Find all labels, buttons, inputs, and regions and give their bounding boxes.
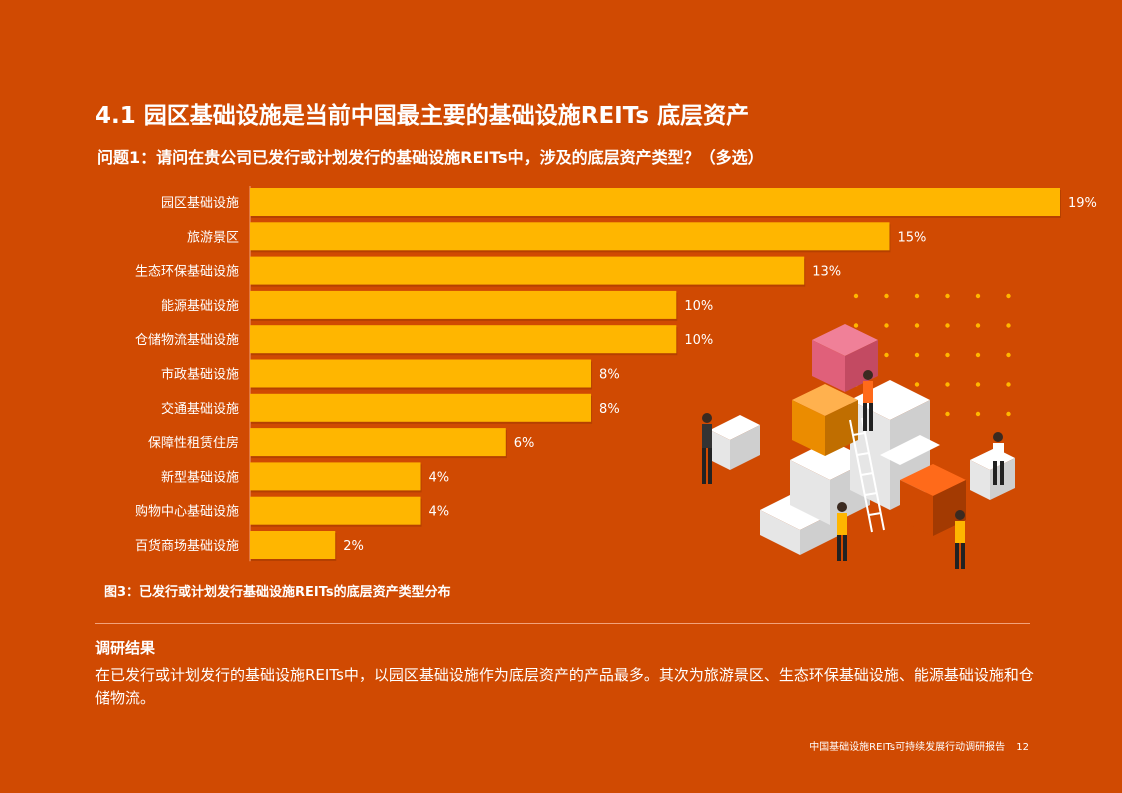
decor-dot (975, 382, 981, 387)
bar (250, 325, 677, 354)
value-label: 8% (599, 368, 620, 383)
bar (250, 428, 506, 457)
white-blocks (710, 380, 1015, 555)
bar (250, 222, 890, 251)
category-label: 保障性租赁住房 (148, 435, 239, 451)
decor-dot (884, 293, 889, 299)
footer-report-title: 中国基础设施REITs可持续发展行动调研报告 (809, 742, 1006, 753)
decor-dot (945, 411, 950, 417)
category-label: 能源基础设施 (161, 299, 239, 314)
category-label: 百货商场基础设施 (135, 538, 239, 554)
decor-dot (945, 382, 950, 387)
value-label: 2% (343, 539, 364, 554)
bar-chart: 园区基础设施 19% 旅游景区 15% 生态环保基础设施 13% 能源基础设施 10% 仓储物流… (135, 186, 1097, 562)
value-label: 19% (1068, 196, 1097, 211)
value-label: 6% (514, 436, 535, 451)
page-footer: 中国基础设施REITs可持续发展行动调研报告 12 (809, 738, 1029, 753)
decor-dot (914, 382, 920, 387)
bar (250, 496, 421, 525)
value-label: 10% (684, 333, 713, 348)
bar (250, 393, 592, 422)
survey-question: 问题1：请问在贵公司已发行或计划发行的基础设施REITs中，涉及的底层资产类型？… (97, 148, 764, 167)
decor-dot (853, 323, 859, 328)
findings-title: 调研结果 (95, 639, 156, 657)
isometric-blocks-illustration (702, 293, 1015, 569)
category-label: 生态环保基础设施 (135, 265, 239, 280)
findings-body: 在已发行或计划发行的基础设施REITs中，以园区基础设施作为底层资产的产品最多。… (95, 666, 1034, 707)
decor-dot (1006, 382, 1011, 387)
category-label: 仓储物流基础设施 (135, 333, 239, 348)
value-label: 4% (429, 470, 450, 485)
bar (250, 290, 677, 319)
page-title: 4.1 园区基础设施是当前中国最主要的基础设施REITs 底层资产 (95, 103, 750, 129)
bar (250, 531, 336, 559)
value-label: 4% (429, 505, 450, 520)
bar (250, 359, 592, 388)
person-figures (702, 370, 1004, 569)
decor-dot (914, 293, 920, 299)
decor-dot (1006, 352, 1011, 358)
bar (250, 462, 421, 491)
value-label: 15% (897, 230, 926, 245)
decor-dot (1006, 293, 1011, 299)
category-label: 园区基础设施 (161, 196, 239, 211)
category-label: 交通基础设施 (161, 401, 239, 417)
bars-layer: 园区基础设施 19% 旅游景区 15% 生态环保基础设施 13% 能源基础设施 10% 仓储物流… (135, 186, 1097, 562)
category-label: 旅游景区 (187, 230, 239, 245)
decor-dot (914, 323, 920, 328)
decor-dot (1006, 323, 1011, 328)
decor-dot (975, 411, 981, 417)
value-label: 10% (684, 299, 713, 314)
decor-dot (853, 293, 859, 299)
decor-dot (945, 293, 950, 299)
decor-dot (975, 323, 981, 328)
decor-dot (1006, 411, 1011, 417)
decor-dot (945, 352, 950, 358)
value-label: 8% (599, 402, 620, 417)
bar (250, 256, 805, 285)
decor-dot (975, 352, 981, 358)
category-label: 市政基础设施 (161, 367, 239, 383)
decor-dot (975, 293, 981, 299)
ladder (849, 417, 885, 533)
category-label: 购物中心基础设施 (135, 504, 239, 520)
value-label: 13% (812, 265, 841, 280)
category-label: 新型基础设施 (161, 469, 239, 485)
decor-dot (945, 323, 950, 328)
bar (250, 188, 1060, 216)
orange-cube (792, 384, 858, 456)
page-number: 12 (1016, 742, 1029, 753)
decor-dot (914, 352, 920, 358)
figure-caption: 图3：已发行或计划发行基础设施REITs的底层资产类型分布 (104, 585, 451, 600)
decor-dot (884, 352, 889, 358)
decor-dot (884, 323, 889, 328)
section-divider (95, 623, 1030, 624)
